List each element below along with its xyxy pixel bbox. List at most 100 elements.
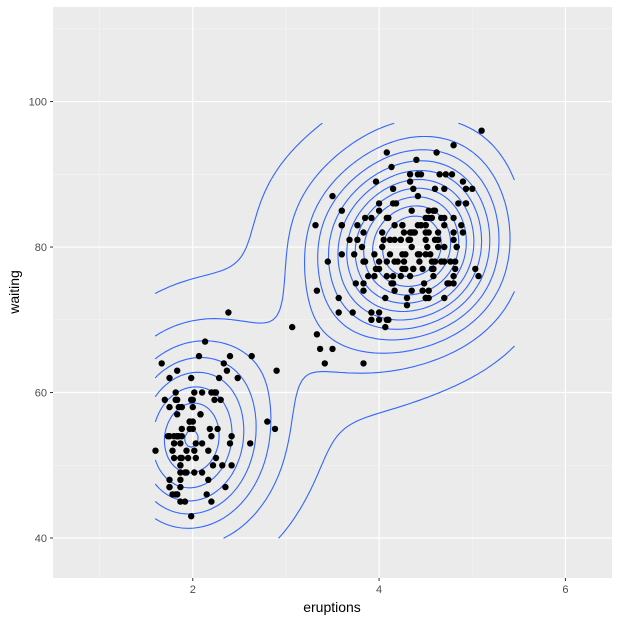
- data-point: [430, 207, 437, 214]
- data-point: [177, 476, 184, 483]
- data-point: [354, 222, 361, 229]
- data-point: [431, 236, 439, 243]
- data-point: [410, 185, 417, 192]
- y-tick-label: 40: [35, 533, 47, 545]
- data-point: [431, 185, 439, 192]
- data-point: [226, 440, 234, 447]
- data-point: [450, 229, 457, 236]
- data-point: [360, 280, 367, 287]
- data-point: [383, 272, 390, 280]
- data-point: [346, 236, 353, 243]
- data-point: [208, 498, 215, 505]
- data-point: [368, 214, 375, 222]
- data-point: [441, 243, 448, 251]
- data-point: [174, 411, 181, 418]
- data-point: [392, 200, 400, 207]
- data-point: [422, 236, 429, 243]
- data-point: [183, 447, 190, 454]
- data-point: [329, 345, 336, 353]
- data-point: [462, 185, 470, 192]
- data-point: [174, 367, 181, 374]
- data-point: [371, 251, 378, 258]
- data-point: [201, 338, 209, 345]
- data-point: [170, 440, 178, 447]
- density-contour-line: [154, 122, 515, 539]
- data-point: [219, 462, 226, 469]
- data-point: [458, 222, 465, 229]
- data-point: [152, 447, 159, 454]
- data-point: [175, 403, 182, 411]
- y-tick-label: 100: [29, 97, 47, 109]
- density-contour-line: [154, 149, 500, 515]
- data-point: [406, 236, 414, 243]
- y-axis: 40 60 80 100: [29, 97, 53, 545]
- data-point: [391, 236, 398, 243]
- data-point: [433, 149, 440, 156]
- data-point: [414, 251, 422, 258]
- data-point: [441, 214, 448, 222]
- data-point: [422, 294, 429, 302]
- data-point: [198, 389, 206, 396]
- data-point: [450, 272, 457, 280]
- data-point: [425, 229, 432, 236]
- data-point: [158, 360, 165, 367]
- data-point: [195, 352, 203, 360]
- data-point: [212, 389, 220, 396]
- data-point: [166, 483, 173, 491]
- data-point: [391, 258, 398, 265]
- data-point: [175, 433, 182, 440]
- data-point: [312, 222, 319, 229]
- data-point: [400, 258, 408, 265]
- y-tick-label: 80: [35, 242, 47, 254]
- x-axis: 2 4 6: [190, 578, 568, 596]
- data-point: [170, 454, 178, 462]
- data-point: [420, 280, 428, 287]
- data-point: [371, 272, 378, 280]
- data-point: [368, 316, 375, 323]
- panel-background: [53, 7, 612, 578]
- data-point: [226, 352, 234, 360]
- data-point: [360, 360, 367, 367]
- data-point: [188, 513, 195, 520]
- data-point: [177, 498, 184, 505]
- data-point: [222, 483, 229, 491]
- data-point: [445, 280, 453, 287]
- data-point: [178, 425, 185, 433]
- data-point: [441, 222, 448, 229]
- data-point: [389, 272, 397, 280]
- data-point: [321, 360, 328, 367]
- data-point: [289, 323, 296, 331]
- data-point: [380, 236, 387, 243]
- data-point: [172, 491, 179, 498]
- data-point: [459, 229, 467, 236]
- data-point: [382, 294, 389, 302]
- data-point: [406, 178, 414, 185]
- data-point: [438, 258, 445, 265]
- data-point: [472, 265, 479, 273]
- data-point: [177, 469, 184, 476]
- data-point: [397, 272, 404, 280]
- data-point: [273, 367, 280, 374]
- data-point: [430, 265, 437, 273]
- data-point: [208, 433, 215, 440]
- data-point: [313, 287, 321, 294]
- data-point: [198, 440, 206, 447]
- data-point: [372, 178, 380, 185]
- data-point: [414, 192, 422, 200]
- data-point: [228, 433, 235, 440]
- data-point: [410, 265, 417, 273]
- data-point: [191, 469, 198, 476]
- data-point: [177, 440, 184, 447]
- data-point: [379, 229, 386, 236]
- data-point: [375, 207, 383, 214]
- data-point: [383, 258, 390, 265]
- data-point: [166, 476, 173, 483]
- data-point: [455, 200, 462, 207]
- data-point: [453, 243, 460, 251]
- data-point: [189, 425, 196, 433]
- x-tick-label: 6: [562, 584, 568, 596]
- data-point: [191, 389, 198, 396]
- data-point: [375, 309, 383, 316]
- data-point: [424, 243, 431, 251]
